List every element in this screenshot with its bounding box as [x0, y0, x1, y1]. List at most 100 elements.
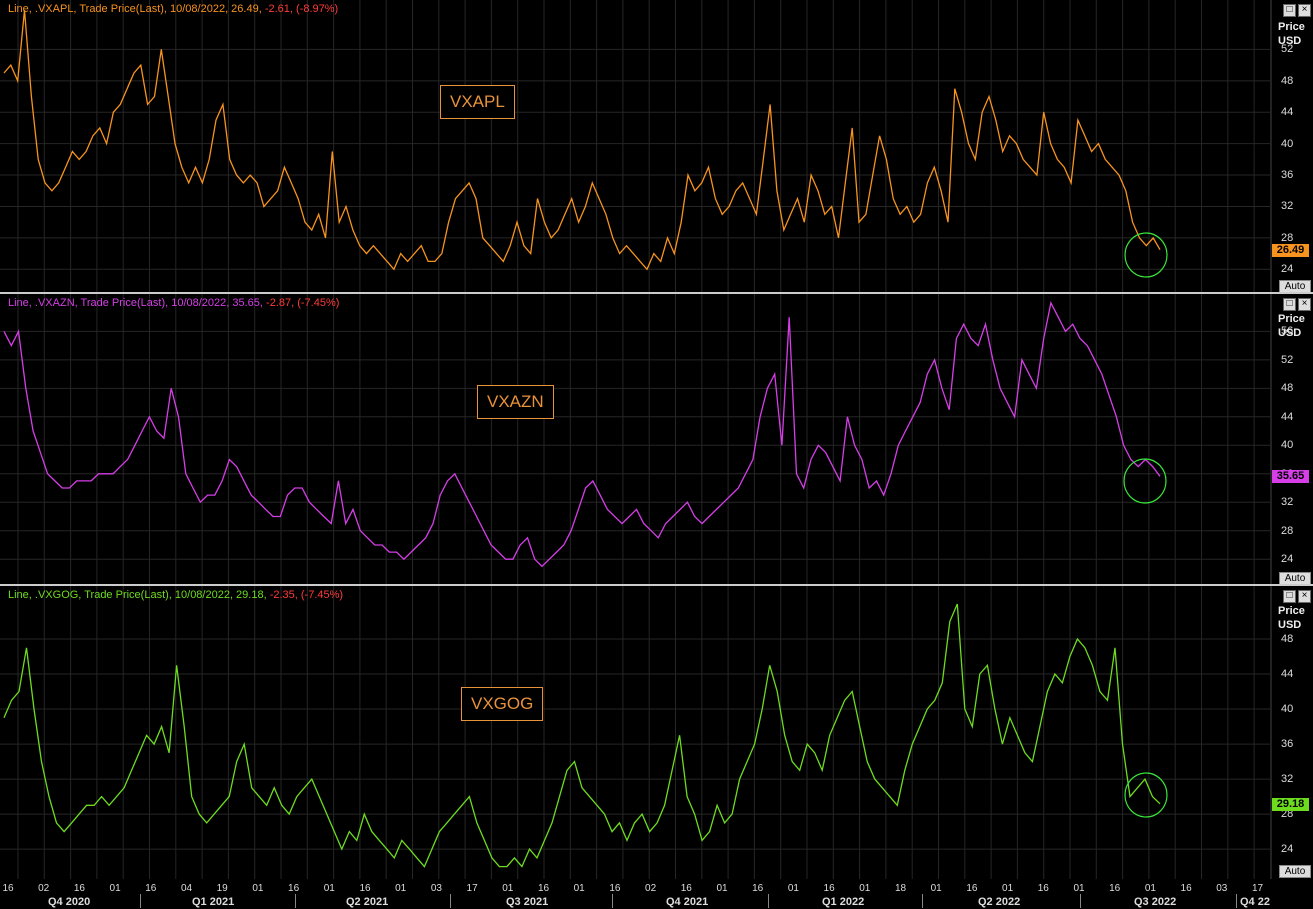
vxazn-chart	[0, 294, 1272, 585]
vxapl-label: VXAPL	[440, 85, 515, 119]
y-tick-label: 40	[1281, 439, 1294, 452]
vxapl-header-name: Line, .VXAPL, Trade Price(Last), 10/08/2…	[8, 3, 262, 15]
x-quarter-divider	[768, 894, 769, 908]
y-tick-label: 24	[1281, 843, 1294, 856]
y-tick-label: 48	[1281, 382, 1294, 395]
y-tick-label: 32	[1281, 773, 1294, 786]
x-quarter-divider	[140, 894, 141, 908]
vxgog-header: Line, .VXGOG, Trade Price(Last), 10/08/2…	[8, 589, 343, 601]
x-tick-label: 01	[1073, 883, 1085, 894]
x-quarter-divider	[1236, 894, 1237, 908]
vxapl-axis-title: Price	[1278, 21, 1305, 33]
highlight-circle	[1123, 458, 1167, 504]
x-tick-label: 03	[1216, 883, 1228, 894]
panel-vxazn: Line, .VXAZN, Trade Price(Last), 10/08/2…	[0, 294, 1313, 585]
maximize-icon[interactable]: □	[1283, 298, 1296, 311]
x-tick-label: 16	[1180, 883, 1192, 894]
vxapl-header-change: -2.61, (-8.97%)	[261, 3, 339, 15]
x-tick-label: 01	[502, 883, 514, 894]
maximize-icon[interactable]: □	[1283, 4, 1296, 17]
x-quarter-label: Q4 2020	[48, 896, 91, 908]
vxgog-label: VXGOG	[461, 687, 544, 721]
vxazn-header-name: Line, .VXAZN, Trade Price(Last), 10/08/2…	[8, 297, 263, 309]
y-tick-label: 28	[1281, 808, 1294, 821]
y-tick-label: 56	[1281, 325, 1294, 338]
x-tick-label: 16	[73, 883, 85, 894]
x-tick-label: 01	[395, 883, 407, 894]
x-tick-label: 01	[930, 883, 942, 894]
x-quarter-label: Q4 2021	[666, 896, 709, 908]
x-quarter-divider	[922, 894, 923, 908]
y-tick-label: 52	[1281, 43, 1294, 56]
x-tick-label: 16	[752, 883, 764, 894]
x-tick-label: 16	[609, 883, 621, 894]
x-tick-label: 16	[2, 883, 14, 894]
vxazn-axis-unit: USD	[1278, 327, 1302, 339]
y-tick-label: 40	[1281, 703, 1294, 716]
x-tick-label: 01	[323, 883, 335, 894]
y-tick-label: 28	[1281, 524, 1294, 537]
y-tick-label: 44	[1281, 410, 1294, 423]
x-tick-label: 16	[288, 883, 300, 894]
x-tick-label: 03	[430, 883, 442, 894]
y-tick-label: 32	[1281, 496, 1294, 509]
vxazn-axis-title: Price	[1278, 313, 1305, 325]
vxgog-auto-button[interactable]: Auto	[1279, 865, 1311, 878]
y-tick-label: 48	[1281, 74, 1294, 87]
vxgog-chart	[0, 586, 1272, 879]
x-tick-label: 01	[716, 883, 728, 894]
x-tick-label: 16	[680, 883, 692, 894]
highlight-circle	[1124, 232, 1168, 278]
x-axis	[0, 879, 1313, 909]
vxazn-header-change: -2.87, (-7.45%)	[262, 297, 340, 309]
vxazn-label: VXAZN	[477, 385, 554, 419]
x-tick-label: 02	[38, 883, 50, 894]
panel-vxgog: Line, .VXGOG, Trade Price(Last), 10/08/2…	[0, 586, 1313, 879]
x-tick-label: 19	[216, 883, 228, 894]
x-tick-label: 16	[823, 883, 835, 894]
vxazn-header: Line, .VXAZN, Trade Price(Last), 10/08/2…	[8, 297, 339, 309]
x-tick-label: 16	[537, 883, 550, 894]
last-value-tag: 26.49	[1272, 243, 1309, 257]
y-tick-label: 24	[1281, 553, 1294, 566]
x-quarter-label: Q1 2021	[192, 896, 235, 908]
x-tick-label: 16	[145, 883, 157, 894]
x-tick-label: 16	[1109, 883, 1121, 894]
x-quarter-divider	[295, 894, 296, 908]
panel-divider[interactable]	[0, 292, 1313, 294]
x-quarter-divider	[450, 894, 451, 908]
x-quarter-label: Q1 2022	[822, 896, 865, 908]
close-icon[interactable]: ×	[1298, 4, 1311, 17]
x-tick-label: 16	[359, 883, 371, 894]
x-tick-label: 01	[573, 883, 585, 894]
last-value-tag: 29.18	[1272, 797, 1309, 811]
y-tick-label: 28	[1281, 231, 1294, 244]
y-tick-label: 32	[1281, 200, 1294, 213]
highlight-circle	[1124, 772, 1168, 818]
vxgog-header-change: -2.35, (-7.45%)	[266, 589, 344, 601]
vxgog-header-name: Line, .VXGOG, Trade Price(Last), 10/08/2…	[8, 589, 267, 601]
x-tick-label: 01	[109, 883, 121, 894]
vxgog-axis-title: Price	[1278, 605, 1305, 617]
y-tick-label: 40	[1281, 137, 1294, 150]
x-tick-label: 01	[252, 883, 264, 894]
y-tick-label: 44	[1281, 106, 1294, 119]
close-icon[interactable]: ×	[1298, 298, 1311, 311]
maximize-icon[interactable]: □	[1283, 590, 1296, 603]
last-value-tag: 35.65	[1272, 470, 1309, 484]
panel-divider[interactable]	[0, 584, 1313, 586]
vxapl-chart	[0, 0, 1272, 293]
x-tick-label: 17	[466, 883, 478, 894]
series-line-vxgog	[3, 603, 1161, 868]
x-tick-label: 01	[787, 883, 799, 894]
close-icon[interactable]: ×	[1298, 590, 1311, 603]
x-tick-label: 17	[1251, 883, 1264, 894]
x-tick-label: 01	[1144, 883, 1156, 894]
y-tick-label: 48	[1281, 633, 1294, 646]
x-quarter-label: Q4 22	[1240, 896, 1270, 908]
y-tick-label: 36	[1281, 169, 1294, 182]
x-quarter-divider	[1080, 894, 1081, 908]
x-tick-label: 16	[966, 883, 978, 894]
x-tick-label: 01	[859, 883, 871, 894]
x-tick-label: 04	[180, 883, 193, 894]
